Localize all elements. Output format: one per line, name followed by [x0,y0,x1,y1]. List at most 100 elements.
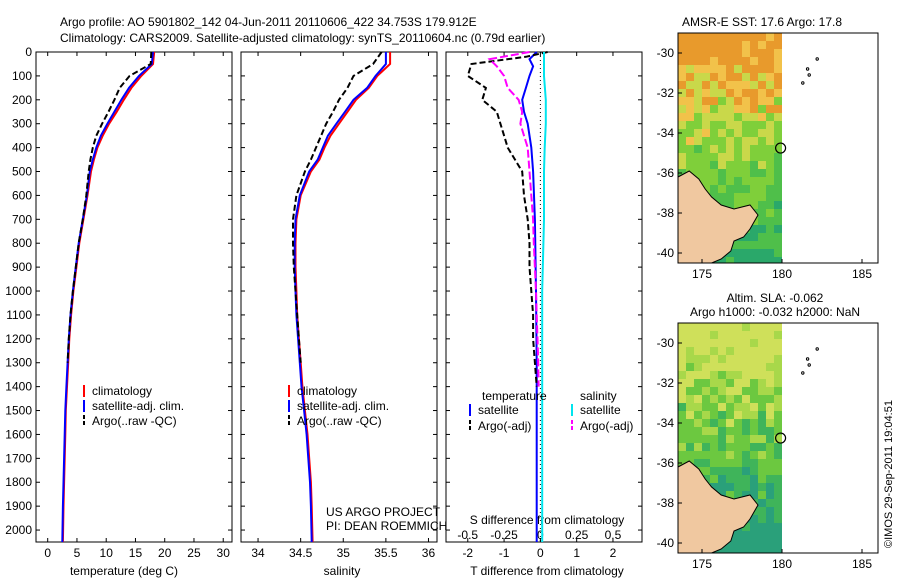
map-sst-cell [750,121,758,129]
map-sst-cell [710,89,718,97]
map-sst-cell [726,33,734,41]
map-sst-cell [750,153,758,161]
map-sla-cell [742,347,750,355]
map-sla-cell [774,467,782,475]
map-sst-cell [774,241,782,249]
salinity-xtick-label: 34.5 [289,546,313,560]
map-sst-cell [734,169,742,177]
map-sla-cell [742,379,750,387]
map-sla-cell [734,475,742,483]
map-sla-cell [686,347,694,355]
map-sst-cell [694,89,702,97]
map-sst-cell [766,65,774,73]
map-sla-cell [694,459,702,467]
map-sla-cell [678,387,686,395]
map-sla-cell [678,451,686,459]
salinity-xtick-label: 36 [422,546,436,560]
map-sst-cell [678,41,686,49]
map-sst-cell [766,193,774,201]
map-sla-cell [774,387,782,395]
map-sla-cell [750,467,758,475]
map-sst-lat-tick-label: -36 [657,166,675,180]
map-sst-cell [774,137,782,145]
map-sla-cell [750,379,758,387]
map-sla-cell [774,539,782,547]
map-sst-cell [694,137,702,145]
map-sla-cell [758,331,766,339]
depth-tick-label: 100 [12,69,32,83]
map-sla-cell [742,339,750,347]
map-sla-cell [710,395,718,403]
map-sst-cell [694,129,702,137]
temperature-xtick-label: 15 [129,546,143,560]
map-sla-cell [742,483,750,491]
map-sla-lat-tick-label: -30 [657,336,675,350]
map-sst-cell [742,129,750,137]
map-sst-cell [758,105,766,113]
map-sst-cell [766,257,774,263]
temperature-legend-label: satellite-adj. clim. [92,399,184,413]
map-sla-cell [742,331,750,339]
map-sst-cell [766,177,774,185]
map-sla-cell [734,395,742,403]
map-sst-cell [750,49,758,57]
map-sst-cell [726,185,734,193]
map-sst-cell [758,145,766,153]
map-sla-cell [774,531,782,539]
map-sst-cell [774,177,782,185]
map-sla-cell [726,451,734,459]
map-sst-cell [734,137,742,145]
map-sst-cell [702,105,710,113]
map-sst-cell [742,113,750,121]
map-sla-cell [774,547,782,553]
map-sla-cell [734,547,742,553]
map-sst-cell [686,65,694,73]
map-sla-cell [710,475,718,483]
map-sst-cell [774,145,782,153]
map-sla-cell [718,395,726,403]
map-sla-cell [726,339,734,347]
map-sla-cell [686,451,694,459]
map-sst-cell [758,233,766,241]
map-sst-cell [678,161,686,169]
map-sst-cell [710,177,718,185]
map-sla-lat-tick-label: -34 [657,416,675,430]
map-sla-cell [734,531,742,539]
map-sst-cell [726,169,734,177]
map-sst-cell [734,145,742,153]
map-sla-cell [766,435,774,443]
map-sla-cell [734,355,742,363]
project-note-line-2: PI: DEAN ROEMMICH [326,519,447,533]
map-sla-cell [774,499,782,507]
map-sla-cell [742,435,750,443]
map-sla-cell [750,515,758,523]
map-sla-cell [710,371,718,379]
map-sla-cell [750,435,758,443]
map-sst-cell [718,73,726,81]
map-sst-cell [710,169,718,177]
map-sla-cell [758,475,766,483]
map-sst-cell [726,81,734,89]
map-sla-cell [742,467,750,475]
map-sst-cell [734,89,742,97]
depth-tick-label: 1900 [5,499,32,513]
map-sla-cell [710,451,718,459]
map-sla-cell [710,419,718,427]
map-sst-cell [774,113,782,121]
map-sst-cell [726,97,734,105]
differences-xtick-label: -2 [462,546,473,560]
depth-tick-label: 500 [12,165,32,179]
map-sst-cell [742,249,750,257]
map-sst-cell [734,249,742,257]
map-sla-cell [702,355,710,363]
map-sla-cell [742,363,750,371]
map-sla-cell [742,355,750,363]
map-sla-cell [774,339,782,347]
map-sst-cell [702,185,710,193]
map-sst-cell [750,249,758,257]
map-sla-cell [702,331,710,339]
temperature-xtick-label: 30 [217,546,231,560]
map-sst-cell [694,49,702,57]
map-sla-cell [766,547,774,553]
map-sst-cell [766,233,774,241]
